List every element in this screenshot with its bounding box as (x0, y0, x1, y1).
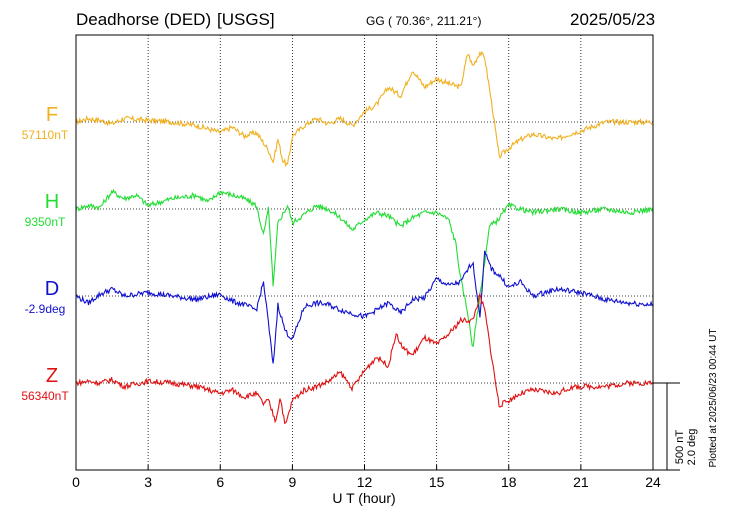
x-tick-label-3: 3 (144, 474, 152, 490)
series-label-h: H (44, 191, 60, 213)
series-line-d (75, 250, 654, 364)
x-tick-label-9: 9 (288, 474, 296, 490)
scale-nt: 500 nT (674, 430, 686, 465)
baseline-z: 56340nT (21, 389, 69, 403)
x-tick-label-0: 0 (72, 474, 80, 490)
plotted-note: Plotted at 2025/06/23 00:44 UT (708, 329, 719, 468)
x-axis-label: U T (hour) (332, 490, 395, 506)
series-label-z: Z (45, 365, 59, 387)
x-tick-label-21: 21 (573, 474, 589, 490)
x-tick-label-18: 18 (501, 474, 517, 490)
baseline-h: 9350nT (24, 215, 66, 229)
baseline-d: -2.9deg (24, 302, 66, 316)
data-source: [USGS] (217, 10, 275, 29)
series-label-f: F (45, 104, 59, 126)
scale-bar: 500 nT 2.0 deg (653, 382, 698, 471)
series-line-z (75, 292, 654, 425)
series-curves (75, 50, 654, 425)
chart-date: 2025/05/23 (570, 10, 656, 29)
grid-lines (76, 35, 653, 470)
series-label-d: D (44, 278, 60, 300)
series-line-h (75, 188, 654, 347)
station-coords: GG ( 70.36°, 211.21°) (366, 14, 482, 28)
x-tick-label-12: 12 (357, 474, 373, 490)
series-line-f (75, 50, 654, 168)
baseline-f: 57110nT (21, 128, 69, 142)
x-tick-label-6: 6 (216, 474, 224, 490)
scale-deg: 2.0 deg (686, 429, 698, 466)
x-tick-label-24: 24 (645, 474, 661, 490)
x-tick-label-15: 15 (429, 474, 445, 490)
station-title: Deadhorse (DED) (76, 10, 212, 29)
x-ticks: 0 3 6 9 12 15 18 21 24 (72, 465, 661, 490)
